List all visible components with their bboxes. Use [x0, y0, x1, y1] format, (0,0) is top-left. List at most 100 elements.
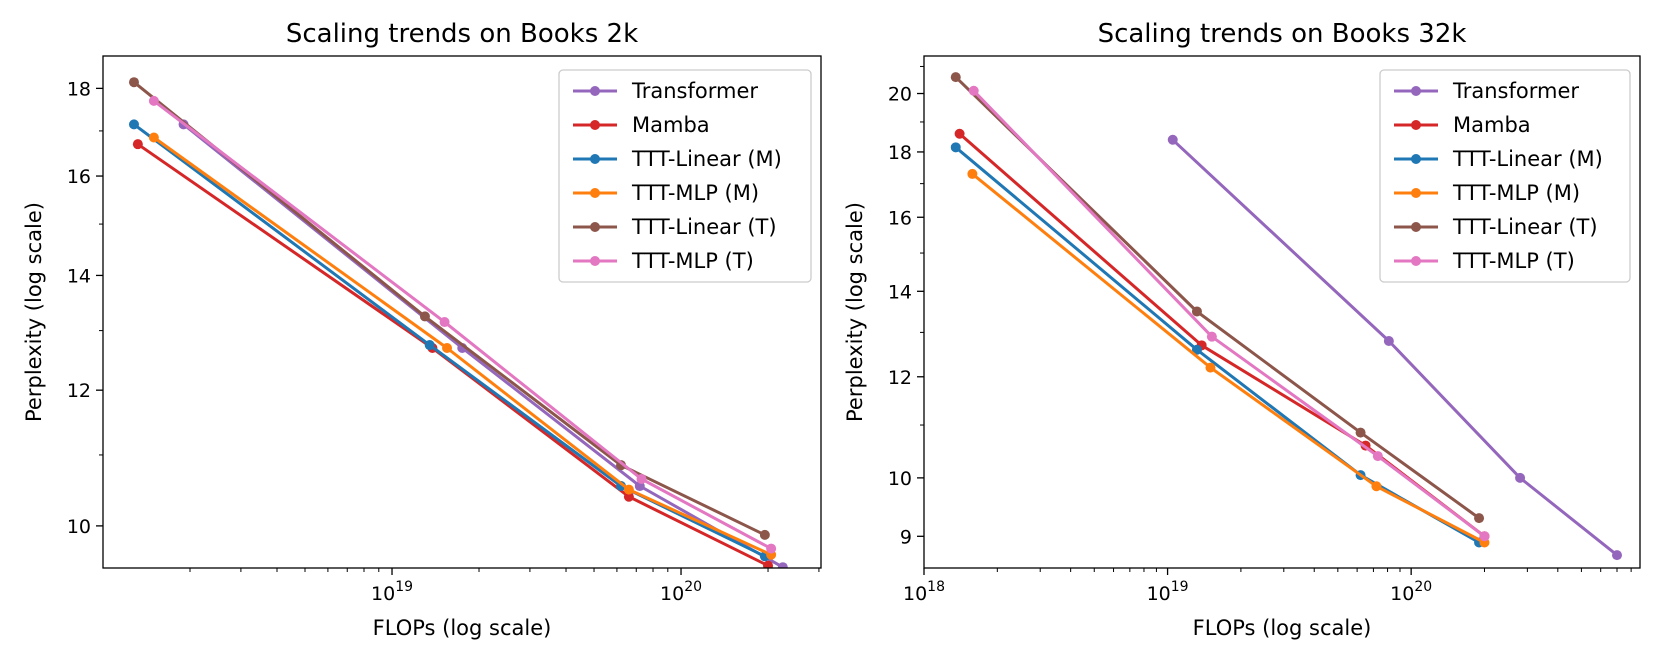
- chart-title: Scaling trends on Books 2k: [286, 19, 638, 49]
- legend-swatch-marker: [1411, 154, 1421, 164]
- x-tick-exponent: 20: [684, 579, 702, 595]
- plot-area: [950, 72, 1623, 561]
- series-transformer: [1167, 134, 1623, 561]
- legend-item: Transformer: [1394, 79, 1579, 103]
- data-point: [1206, 331, 1217, 342]
- x-tick-label: 1020: [660, 579, 702, 605]
- data-point: [616, 460, 627, 471]
- data-point: [128, 119, 139, 130]
- legend-swatch-marker: [590, 256, 600, 266]
- data-point: [1515, 472, 1526, 483]
- legend-item: TTT-MLP (M): [573, 181, 759, 205]
- legend-label: TTT-MLP (M): [631, 181, 759, 205]
- legend-item: TTT-MLP (T): [573, 249, 754, 273]
- x-tick-label: 1019: [371, 579, 413, 605]
- x-tick-label: 1019: [1147, 579, 1189, 605]
- data-point: [954, 128, 965, 139]
- data-point: [442, 342, 453, 353]
- legend-label: TTT-Linear (M): [631, 147, 782, 171]
- data-point: [1383, 335, 1394, 346]
- x-tick-exponent: 19: [395, 579, 413, 595]
- legend-swatch-marker: [1411, 256, 1421, 266]
- y-axis-label: Perplexity (log scale): [22, 202, 46, 422]
- legend-label: TTT-MLP (T): [1452, 249, 1575, 273]
- data-point: [148, 95, 159, 106]
- data-point: [1205, 362, 1216, 373]
- series-line: [133, 123, 766, 558]
- x-tick-exponent: 18: [927, 579, 945, 595]
- legend-swatch-marker: [590, 120, 600, 130]
- legend-label: TTT-Linear (M): [1452, 147, 1603, 171]
- legend-swatch-marker: [590, 188, 600, 198]
- legend-item: Transformer: [573, 79, 758, 103]
- data-point: [950, 72, 961, 83]
- legend-swatch-marker: [1411, 188, 1421, 198]
- data-point: [636, 474, 647, 485]
- y-tick-label: 14: [888, 281, 912, 303]
- data-point: [424, 340, 435, 351]
- legend-swatch-marker: [1411, 222, 1421, 232]
- y-tick-label: 10: [67, 516, 91, 538]
- series-line: [972, 89, 1486, 538]
- axes-frame: [923, 55, 1641, 569]
- x-axis-label: FLOPs (log scale): [373, 616, 552, 640]
- series-line: [152, 99, 772, 550]
- data-point: [1167, 134, 1178, 145]
- y-axis-label: Perplexity (log scale): [843, 202, 867, 422]
- y-tick-label: 9: [900, 526, 912, 548]
- data-point: [763, 560, 774, 568]
- series-ttt-linear-t: [128, 77, 770, 540]
- legend-label: TTT-Linear (T): [1452, 215, 1598, 239]
- y-tick-label: 10: [888, 468, 912, 490]
- legend-item: TTT-Linear (M): [1394, 147, 1603, 171]
- y-tick-label: 18: [888, 142, 912, 164]
- series-ttt-mlp-t: [968, 85, 1490, 542]
- data-point: [1191, 306, 1202, 317]
- series-line: [153, 136, 772, 557]
- data-point: [1355, 427, 1366, 438]
- x-tick-base: 10: [1390, 583, 1414, 605]
- legend-swatch-marker: [1411, 120, 1421, 130]
- x-tick-base: 10: [371, 583, 395, 605]
- y-tick-label: 16: [67, 166, 91, 188]
- data-point: [1612, 550, 1623, 561]
- legend-swatch-marker: [590, 86, 600, 96]
- data-point: [1474, 513, 1485, 524]
- legend-swatch-marker: [1411, 86, 1421, 96]
- x-tick-exponent: 20: [1414, 579, 1432, 595]
- data-point: [128, 77, 139, 88]
- data-point: [439, 317, 450, 328]
- legend: Transformer Mamba TTT-Linear (M) TTT-MLP (M…: [558, 69, 812, 283]
- series-line: [1171, 138, 1618, 557]
- y-tick-label: 12: [67, 380, 91, 402]
- legend-box: [558, 69, 812, 283]
- legend-item: TTT-MLP (T): [1394, 249, 1575, 273]
- x-axis-label: FLOPs (log scale): [1193, 616, 1372, 640]
- legend-label: TTT-MLP (M): [1452, 181, 1580, 205]
- legend-label: TTT-MLP (T): [631, 249, 754, 273]
- data-point: [1191, 344, 1202, 355]
- legend-label: Mamba: [632, 113, 710, 137]
- data-point: [766, 543, 777, 554]
- series-line: [133, 81, 766, 537]
- legend: Transformer Mamba TTT-Linear (M) TTT-MLP (M…: [1379, 69, 1631, 283]
- x-tick-base: 10: [1147, 583, 1171, 605]
- legend-item: TTT-MLP (M): [1394, 181, 1580, 205]
- legend-label: TTT-Linear (T): [631, 215, 777, 239]
- x-tick-label: 1018: [903, 579, 945, 605]
- y-tick-label: 18: [67, 78, 91, 100]
- data-point: [1371, 481, 1382, 492]
- series-line: [954, 76, 1480, 520]
- axes-frame: [102, 55, 822, 569]
- y-tick-label: 12: [888, 367, 912, 389]
- series-line: [136, 142, 769, 567]
- plot-area: [128, 77, 788, 568]
- series-line: [971, 172, 1486, 544]
- legend-item: Mamba: [573, 113, 710, 137]
- y-tick-label: 16: [888, 207, 912, 229]
- data-point: [132, 139, 143, 150]
- chart-title: Scaling trends on Books 32k: [1098, 19, 1467, 49]
- data-point: [777, 562, 788, 568]
